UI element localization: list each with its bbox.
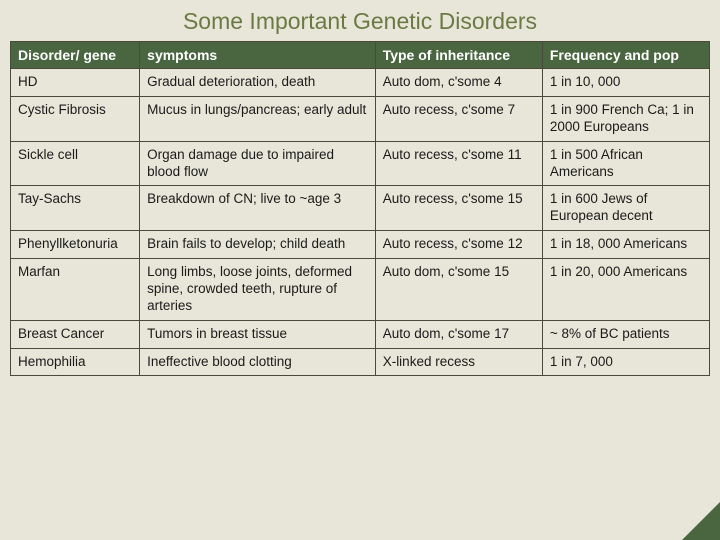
table-cell: Auto recess, c'some 11 (375, 141, 542, 186)
table-cell: X-linked recess (375, 348, 542, 376)
table-row: HDGradual deterioration, deathAuto dom, … (11, 69, 710, 97)
table-cell: Breakdown of CN; live to ~age 3 (140, 186, 376, 231)
table-cell: Ineffective blood clotting (140, 348, 376, 376)
table-cell: Breast Cancer (11, 320, 140, 348)
table-cell: Auto dom, c'some 15 (375, 259, 542, 321)
table-cell: Tay-Sachs (11, 186, 140, 231)
table-row: Sickle cellOrgan damage due to impaired … (11, 141, 710, 186)
table-cell: HD (11, 69, 140, 97)
table-cell: Cystic Fibrosis (11, 96, 140, 141)
table-container: Disorder/ gene symptoms Type of inherita… (0, 41, 720, 376)
table-cell: Auto recess, c'some 12 (375, 231, 542, 259)
table-cell: Long limbs, loose joints, deformed spine… (140, 259, 376, 321)
table-cell: Tumors in breast tissue (140, 320, 376, 348)
page-title: Some Important Genetic Disorders (0, 0, 720, 41)
table-cell: Auto dom, c'some 17 (375, 320, 542, 348)
corner-decoration (682, 502, 720, 540)
table-cell: Sickle cell (11, 141, 140, 186)
table-cell: Marfan (11, 259, 140, 321)
col-header-frequency: Frequency and pop (542, 42, 709, 69)
col-header-inheritance: Type of inheritance (375, 42, 542, 69)
table-row: Cystic FibrosisMucus in lungs/pancreas; … (11, 96, 710, 141)
table-cell: Gradual deterioration, death (140, 69, 376, 97)
table-cell: Auto dom, c'some 4 (375, 69, 542, 97)
table-body: HDGradual deterioration, deathAuto dom, … (11, 69, 710, 376)
table-cell: 1 in 18, 000 Americans (542, 231, 709, 259)
table-cell: Brain fails to develop; child death (140, 231, 376, 259)
table-cell: 1 in 600 Jews of European decent (542, 186, 709, 231)
table-cell: Phenyllketonuria (11, 231, 140, 259)
table-cell: 1 in 900 French Ca; 1 in 2000 Europeans (542, 96, 709, 141)
table-row: HemophiliaIneffective blood clottingX-li… (11, 348, 710, 376)
table-header-row: Disorder/ gene symptoms Type of inherita… (11, 42, 710, 69)
table-cell: Mucus in lungs/pancreas; early adult (140, 96, 376, 141)
table-row: Breast CancerTumors in breast tissueAuto… (11, 320, 710, 348)
table-row: MarfanLong limbs, loose joints, deformed… (11, 259, 710, 321)
table-row: Tay-SachsBreakdown of CN; live to ~age 3… (11, 186, 710, 231)
table-cell: Auto recess, c'some 15 (375, 186, 542, 231)
col-header-disorder: Disorder/ gene (11, 42, 140, 69)
table-cell: Auto recess, c'some 7 (375, 96, 542, 141)
table-cell: Organ damage due to impaired blood flow (140, 141, 376, 186)
disorders-table: Disorder/ gene symptoms Type of inherita… (10, 41, 710, 376)
col-header-symptoms: symptoms (140, 42, 376, 69)
table-cell: ~ 8% of BC patients (542, 320, 709, 348)
table-cell: Hemophilia (11, 348, 140, 376)
table-cell: 1 in 500 African Americans (542, 141, 709, 186)
table-cell: 1 in 10, 000 (542, 69, 709, 97)
table-cell: 1 in 20, 000 Americans (542, 259, 709, 321)
table-cell: 1 in 7, 000 (542, 348, 709, 376)
table-row: PhenyllketonuriaBrain fails to develop; … (11, 231, 710, 259)
